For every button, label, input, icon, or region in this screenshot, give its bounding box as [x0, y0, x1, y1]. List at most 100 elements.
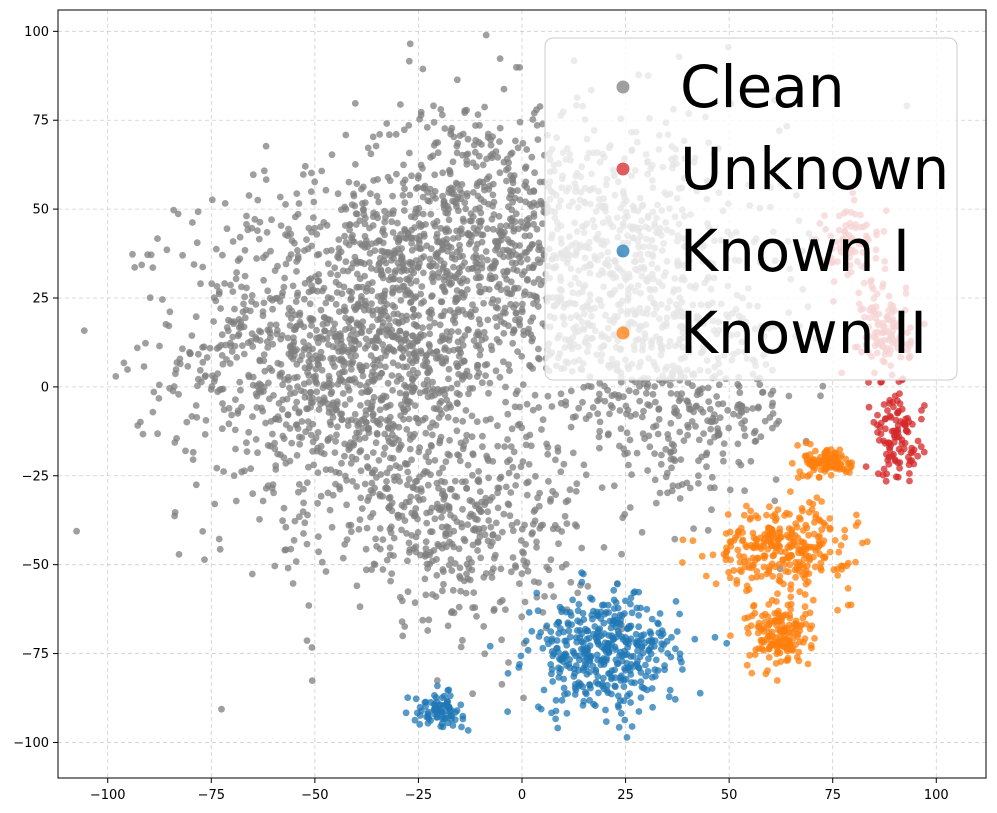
data-point	[414, 184, 422, 191]
data-point	[387, 454, 394, 462]
data-point	[231, 305, 238, 313]
data-point	[420, 253, 428, 260]
data-point	[655, 406, 663, 413]
data-point	[301, 162, 309, 170]
data-point	[353, 210, 361, 218]
data-point	[700, 430, 707, 437]
data-point	[341, 368, 348, 376]
data-point	[223, 356, 230, 363]
data-point	[736, 566, 744, 574]
data-point	[409, 332, 417, 340]
data-point	[567, 612, 575, 619]
data-point	[334, 271, 341, 279]
data-point	[133, 344, 141, 352]
data-point	[896, 390, 903, 397]
data-point	[381, 231, 388, 239]
data-point	[538, 200, 546, 208]
data-point	[348, 288, 356, 296]
data-point	[257, 381, 265, 389]
data-point	[667, 381, 674, 389]
data-point	[291, 374, 298, 382]
data-point	[360, 183, 367, 191]
data-point	[519, 458, 527, 465]
data-point	[300, 499, 307, 507]
data-point	[453, 493, 461, 501]
data-point	[644, 467, 651, 474]
data-point	[219, 251, 226, 259]
data-point	[245, 428, 253, 436]
data-point	[441, 125, 449, 132]
data-point	[212, 245, 220, 253]
data-point	[743, 502, 750, 510]
data-point	[293, 292, 301, 300]
data-point	[411, 311, 419, 319]
data-point	[736, 389, 744, 397]
data-point	[724, 511, 732, 518]
data-point	[464, 461, 472, 469]
data-point	[727, 556, 734, 564]
data-point	[295, 409, 303, 417]
data-point	[444, 719, 452, 727]
legend-marker	[616, 326, 630, 340]
data-point	[234, 332, 242, 340]
data-point	[622, 638, 630, 645]
data-point	[236, 378, 244, 386]
data-point	[336, 485, 344, 493]
data-point	[466, 497, 474, 504]
data-point	[745, 629, 752, 637]
data-point	[293, 190, 301, 198]
data-point	[431, 515, 439, 523]
data-point	[578, 544, 586, 552]
data-point	[821, 554, 829, 562]
data-point	[496, 55, 504, 62]
data-point	[309, 438, 317, 446]
data-point	[787, 593, 795, 601]
data-point	[750, 561, 757, 569]
data-point	[295, 481, 303, 488]
data-point	[400, 363, 407, 371]
data-point	[392, 318, 399, 325]
data-point	[643, 605, 651, 613]
data-point	[372, 535, 379, 543]
data-point	[73, 527, 80, 535]
data-point	[311, 178, 319, 186]
data-point	[757, 545, 765, 553]
data-point	[156, 342, 163, 350]
data-point	[249, 413, 256, 420]
data-point	[610, 605, 618, 612]
data-point	[433, 217, 441, 225]
data-point	[608, 392, 616, 400]
data-point	[502, 166, 510, 174]
data-point	[284, 411, 292, 419]
data-point	[370, 393, 378, 401]
data-point	[410, 483, 417, 491]
data-point	[501, 443, 508, 450]
data-point	[562, 401, 570, 409]
data-point	[401, 408, 409, 416]
data-point	[423, 124, 431, 131]
data-point	[771, 510, 779, 518]
data-point	[313, 388, 321, 396]
data-point	[656, 610, 664, 617]
data-point	[241, 467, 248, 475]
data-point	[373, 211, 380, 218]
data-point	[621, 716, 629, 724]
data-point	[549, 487, 556, 495]
data-point	[408, 240, 415, 247]
data-point	[484, 256, 491, 264]
data-point	[723, 639, 731, 647]
data-point	[573, 480, 581, 488]
data-point	[344, 422, 352, 429]
data-point	[734, 401, 742, 409]
data-point	[707, 484, 714, 492]
data-point	[789, 635, 797, 642]
data-point	[170, 206, 178, 214]
data-point	[507, 443, 515, 450]
data-point	[400, 503, 408, 511]
data-point	[378, 247, 385, 255]
data-point	[432, 195, 439, 202]
data-point	[154, 430, 162, 438]
data-point	[512, 301, 520, 309]
data-point	[408, 388, 416, 396]
data-point	[327, 434, 334, 441]
